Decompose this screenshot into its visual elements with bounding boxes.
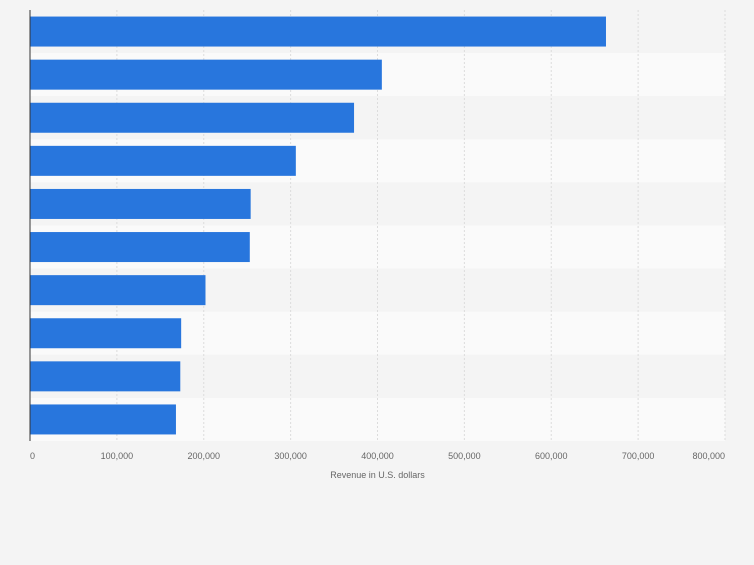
bar bbox=[30, 188, 251, 219]
x-tick-label: 600,000 bbox=[535, 451, 568, 461]
x-tick-labels: 0 100,000 200,000 300,000 400,000 500,000 600,… bbox=[30, 451, 725, 461]
bar bbox=[30, 102, 355, 133]
bars bbox=[30, 16, 606, 435]
x-tick-label: 500,000 bbox=[448, 451, 481, 461]
x-tick-label: 200,000 bbox=[187, 451, 220, 461]
bar bbox=[30, 404, 176, 435]
x-tick-label: 800,000 bbox=[692, 451, 725, 461]
x-tick-label: 700,000 bbox=[622, 451, 655, 461]
x-axis-label: Revenue in U.S. dollars bbox=[330, 470, 425, 480]
bar bbox=[30, 145, 296, 176]
x-tick-label: 400,000 bbox=[361, 451, 394, 461]
bar bbox=[30, 275, 206, 306]
bar bbox=[30, 318, 182, 349]
bar bbox=[30, 361, 181, 392]
bar bbox=[30, 232, 250, 263]
x-tick-label: 0 bbox=[30, 451, 35, 461]
x-tick-label: 300,000 bbox=[274, 451, 307, 461]
bar bbox=[30, 59, 382, 90]
bar bbox=[30, 16, 606, 47]
x-tick-label: 100,000 bbox=[101, 451, 134, 461]
